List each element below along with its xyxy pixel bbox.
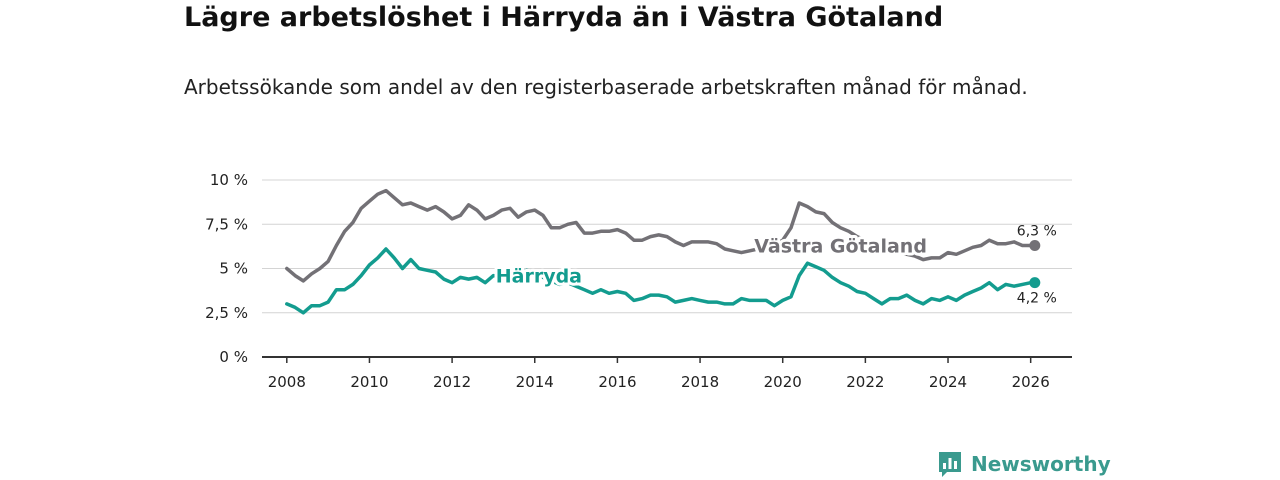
end-point-harryda [1029, 277, 1041, 289]
series-labels: 6,3 % 4,2 % Västra Götaland Härryda [493, 223, 1057, 307]
x-tick-label: 2022 [846, 373, 884, 391]
chart-title: Lägre arbetslöshet i Härryda än i Västra… [184, 2, 944, 33]
y-tick-label: 7,5 % [205, 215, 248, 233]
x-tick-label: 2012 [433, 373, 471, 391]
x-tick-label: 2016 [598, 373, 636, 391]
y-tick-label: 5 % [219, 260, 248, 278]
chart-subtitle: Arbetssökande som andel av den registerb… [184, 75, 1028, 99]
series-line-vastra-gotaland [285, 188, 1037, 283]
x-tick-label: 2008 [268, 373, 306, 391]
end-label-harryda: 4,2 % [1017, 291, 1057, 307]
newsworthy-logo-icon [939, 452, 961, 477]
brand-name: Newsworthy [971, 452, 1111, 476]
series-lines [285, 188, 1041, 315]
y-tick-label: 2,5 % [205, 304, 248, 322]
y-tick-label: 0 % [219, 348, 248, 366]
x-tick-label: 2014 [516, 373, 554, 391]
series-label-harryda: Härryda [496, 266, 582, 288]
gridlines [262, 179, 1072, 314]
x-tick-label: 2010 [350, 373, 388, 391]
newsworthy-logo: Newsworthy [937, 448, 1111, 480]
line-chart: 0 % 2,5 % 5 % 7,5 % 10 % 2008 2010 2012 2014 2016… [205, 171, 1072, 391]
x-tick-label: 2024 [929, 373, 967, 391]
axes: 0 % 2,5 % 5 % 7,5 % 10 % 2008 2010 2012 2014 2016… [205, 171, 1072, 391]
x-tick-label: 2018 [681, 373, 719, 391]
y-tick-label: 10 % [210, 171, 248, 189]
end-point-vastra-gotaland [1029, 239, 1041, 251]
end-label-vastra-gotaland: 6,3 % [1017, 223, 1057, 239]
x-tick-label: 2020 [764, 373, 802, 391]
series-label-vastra-gotaland: Västra Götaland [754, 235, 927, 257]
x-tick-label: 2026 [1012, 373, 1050, 391]
series-line-harryda [285, 247, 1037, 315]
